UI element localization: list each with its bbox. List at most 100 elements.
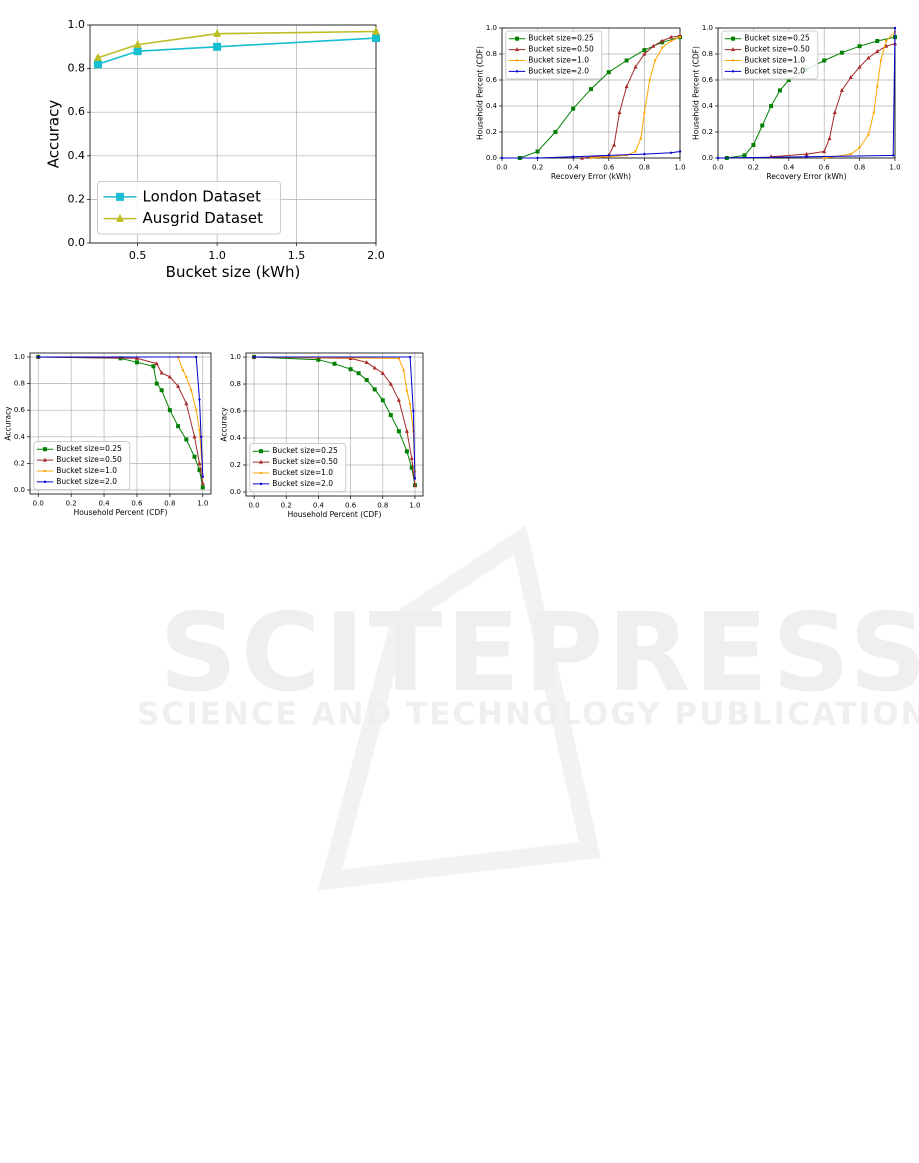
marker [571,106,576,111]
marker [396,397,401,402]
x-tick-label: 0.6 [131,500,143,508]
y-tick-label: 0.6 [230,407,242,415]
marker [634,150,637,153]
marker [642,48,647,53]
marker [643,111,646,114]
marker [515,47,519,52]
y-tick-label: 0.4 [702,102,714,110]
x-tick-label: 0.0 [712,164,723,172]
marker [200,480,205,485]
legend-label: Ausgrid Dataset [143,209,264,227]
marker [185,375,188,379]
marker [252,355,256,359]
marker [402,369,405,372]
marker [848,75,853,79]
x-tick-label: 0.8 [639,164,650,172]
marker [192,454,197,459]
marker [372,365,377,370]
marker [43,457,47,462]
watermark-shape [317,525,601,891]
marker [198,428,201,432]
x-tick-label: 1.0 [674,164,685,172]
marker [176,424,181,429]
legend-box [249,443,347,492]
marker [412,409,415,413]
marker [364,377,369,382]
y-tick-label: 0.4 [230,434,242,442]
series-line [97,30,377,59]
y-axis-label: Accuracy [4,406,13,441]
marker [213,42,222,51]
marker [190,389,193,392]
marker [849,152,852,156]
marker [884,43,889,48]
y-tick-label: 0.2 [230,461,241,469]
marker [669,151,673,154]
marker [213,28,222,37]
marker [259,449,263,454]
legend-box [505,30,603,80]
x-tick-label: 1.0 [208,249,226,262]
marker [184,401,189,406]
x-tick-label: 1.5 [288,249,306,262]
series-line [253,356,416,486]
marker [857,44,862,49]
y-tick-label: 0.8 [230,380,241,388]
marker [876,85,879,88]
marker [199,435,203,439]
plot-frame [29,352,212,495]
plot-frame [717,27,896,159]
series-line [254,356,416,479]
x-axis-label: Household Percent (CDF) [74,508,168,517]
y-tick-label: 0.0 [14,486,25,494]
series-line [717,27,896,159]
legend-box [33,441,131,490]
y-tick-label: 0.2 [702,128,713,136]
legend-label: Bucket size=0.50 [272,457,338,466]
marker [167,408,172,413]
series-line [38,356,204,484]
marker [633,64,638,69]
marker [409,465,414,470]
marker [572,155,575,158]
y-tick-label: 0.8 [702,50,713,58]
marker [500,156,504,160]
marker [892,154,895,157]
marker [731,47,735,52]
marker [653,59,657,62]
legend-label: Bucket size=0.50 [744,45,810,54]
legend-label: Bucket size=1.0 [528,55,589,64]
marker [580,155,585,160]
marker [669,39,673,43]
x-tick-label: 0.6 [603,164,615,172]
y-tick-label: 0.8 [14,380,25,388]
legend-box [721,30,819,80]
x-tick-label: 0.0 [496,164,507,172]
x-tick-label: 0.4 [313,502,325,510]
x-axis-label: Recovery Error (kWh) [551,172,631,181]
marker [731,59,735,62]
series-line [97,37,377,65]
marker [536,156,539,160]
marker [606,70,611,75]
y-tick-label: 1.0 [230,353,241,361]
marker [857,64,862,69]
x-tick-label: 0.8 [854,164,865,172]
watermark-subtitle: SCIENCE AND TECHNOLOGY PUBLICATIONS [137,697,919,733]
marker [731,36,735,41]
marker [607,154,610,157]
series-line [771,43,896,158]
marker [624,58,629,63]
x-axis-label: Household Percent (CDF) [288,510,382,519]
marker [678,33,682,38]
x-tick-label: 1.0 [889,164,900,172]
marker [651,43,656,48]
marker [893,26,897,30]
marker [176,383,181,388]
x-tick-label: 0.5 [129,249,147,262]
marker [194,408,198,412]
x-tick-label: 2.0 [367,249,385,262]
plot-frame [89,24,377,244]
marker [134,355,139,360]
marker [154,381,159,386]
